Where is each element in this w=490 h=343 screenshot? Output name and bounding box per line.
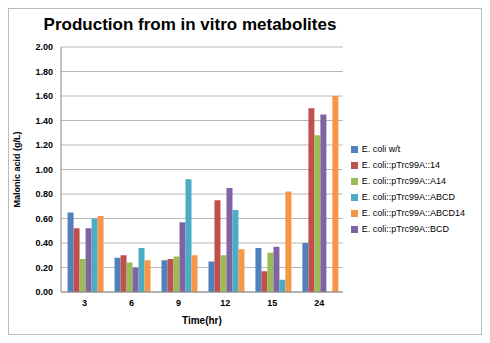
svg-text:1.80: 1.80 — [35, 67, 53, 77]
svg-text:6: 6 — [129, 298, 134, 308]
html-text:E. coli::pTrc99A::BCD: E. coli::pTrc99A::BCD — [361, 223, 449, 234]
html-text:E. coli::pTrc99A::14: E. coli::pTrc99A::14 — [361, 159, 440, 170]
svg-text:12: 12 — [220, 298, 230, 308]
svg-text:Time(hr): Time(hr) — [182, 315, 222, 326]
html-text:E. coli w/t: E. coli w/t — [361, 143, 401, 154]
svg-text:0.60: 0.60 — [35, 214, 53, 224]
svg-text:24: 24 — [314, 298, 324, 308]
html-text:E. coli::pTrc99A::A14: E. coli::pTrc99A::A14 — [361, 175, 446, 186]
html-text:E. coli::pTrc99A::ABCD14: E. coli::pTrc99A::ABCD14 — [361, 207, 465, 218]
svg-text:2.00: 2.00 — [35, 43, 53, 52]
svg-text:0.00: 0.00 — [35, 287, 53, 297]
svg-text:1.20: 1.20 — [35, 140, 53, 150]
svg-text:15: 15 — [267, 298, 277, 308]
svg-text:3: 3 — [82, 298, 87, 308]
html-text:E. coli::pTrc99A::ABCD: E. coli::pTrc99A::ABCD — [361, 191, 455, 202]
svg-text:0.40: 0.40 — [35, 238, 53, 248]
html-text:Production from in vitro metab: Production from in vitro metabolites — [43, 15, 337, 34]
svg-text:0.20: 0.20 — [35, 263, 53, 273]
svg-text:1.60: 1.60 — [35, 91, 53, 101]
svg-text:Malonic acid (g/L): Malonic acid (g/L) — [12, 131, 22, 207]
svg-text:0.80: 0.80 — [35, 189, 53, 199]
svg-text:1.40: 1.40 — [35, 116, 53, 126]
svg-text:9: 9 — [176, 298, 181, 308]
svg-text:1.00: 1.00 — [35, 165, 53, 175]
